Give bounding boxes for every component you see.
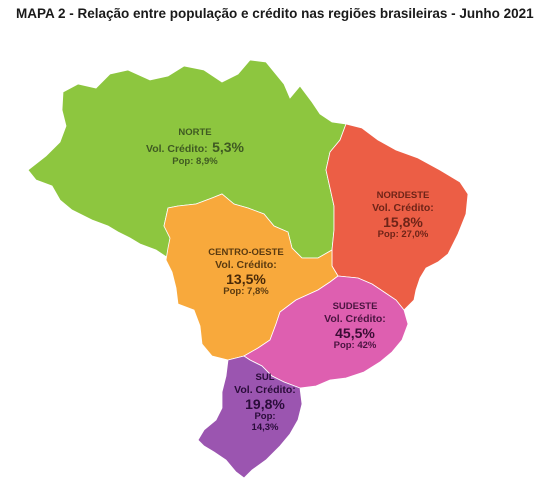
- centro-oeste-credit-label: Vol. Crédito:: [215, 258, 277, 271]
- label-sudeste: SUDESTE Vol. Crédito: 45,5% Pop: 42%: [300, 301, 410, 352]
- nordeste-credit-value: 15,8%: [383, 213, 423, 230]
- label-centro-oeste: CENTRO-OESTE Vol. Crédito: 13,5% Pop: 7,…: [186, 247, 306, 298]
- region-nordeste: [325, 123, 469, 311]
- sul-credit-label: Vol. Crédito:: [234, 383, 296, 396]
- sul-credit-value: 19,8%: [245, 395, 285, 412]
- centro-oeste-pop: Pop: 7,8%: [223, 286, 269, 298]
- region-sul: [197, 355, 303, 479]
- norte-name: NORTE: [178, 127, 212, 138]
- sudeste-name: SUDESTE: [332, 301, 378, 312]
- map-title: MAPA 2 - Relação entre população e crédi…: [16, 6, 534, 21]
- nordeste-pop: Pop: 27,0%: [377, 229, 429, 241]
- centro-oeste-credit-value: 13,5%: [226, 270, 266, 287]
- sudeste-credit-value: 45,5%: [335, 324, 375, 341]
- sudeste-pop: Pop: 42%: [333, 340, 377, 352]
- centro-oeste-name: CENTRO-OESTE: [208, 247, 284, 258]
- nordeste-credit-label: Vol. Crédito:: [372, 201, 434, 214]
- sul-name: SUL: [255, 372, 275, 383]
- label-nordeste: NORDESTE Vol. Crédito: 15,8% Pop: 27,0%: [348, 190, 458, 241]
- label-norte: NORTE Vol. Crédito: 5,3% Pop: 8,9%: [140, 127, 250, 168]
- norte-credit-label: Vol. Crédito:: [145, 142, 208, 155]
- norte-pop: Pop: 8,9%: [172, 156, 218, 168]
- sudeste-credit-label: Vol. Crédito:: [324, 312, 386, 325]
- sul-pop-value: 14,3%: [251, 422, 279, 433]
- sul-pop-label: Pop:: [254, 411, 276, 423]
- region-sudeste: [243, 275, 409, 389]
- norte-credit-value: 5,3%: [212, 138, 244, 155]
- nordeste-name: NORDESTE: [376, 190, 430, 201]
- label-sul: SUL Vol. Crédito: 19,8% Pop: 14,3%: [222, 372, 308, 434]
